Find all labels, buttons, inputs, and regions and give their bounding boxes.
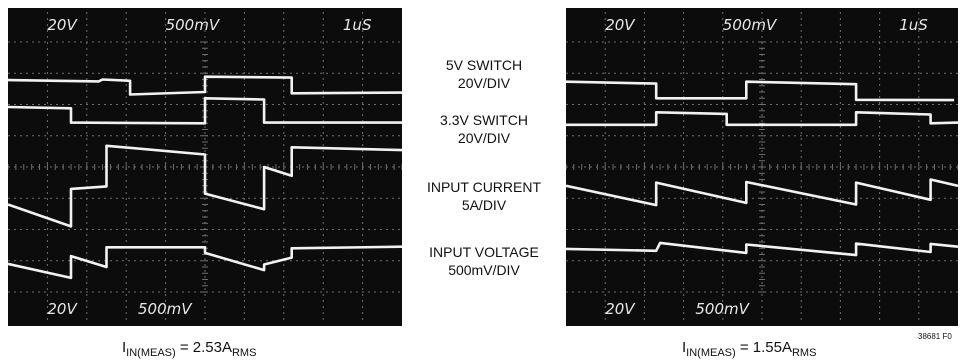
scope-header-readout: 1uS — [899, 16, 928, 34]
trace-5v-switch — [566, 80, 955, 102]
trace-input-current — [8, 144, 402, 228]
channel-label-title: INPUT VOLTAGE — [429, 244, 539, 260]
trace-3-3v-switch — [8, 97, 402, 125]
scope-footer-readout: 20V — [47, 300, 78, 318]
caption-right-measurement: IIN(MEAS) = 1.55ARMS — [682, 339, 817, 359]
channel-label-input-current: INPUT CURRENT 5A/DIV — [402, 178, 566, 214]
scope-header-readout: 500mV — [723, 16, 778, 34]
scope-header-readout: 500mV — [166, 16, 221, 34]
trace-input-voltage — [566, 241, 958, 257]
channel-label-scale: 20V/DIV — [457, 130, 511, 146]
channel-label-title: 5V SWITCH — [445, 57, 523, 73]
channel-label-title: 3.3V SWITCH — [440, 112, 528, 128]
scope-footer-readout: 500mV — [138, 300, 193, 318]
channel-label-input-voltage: INPUT VOLTAGE 500mV/DIV — [402, 243, 566, 279]
trace-5v-switch — [8, 75, 402, 96]
channel-label-5v-switch: 5V SWITCH 20V/DIV — [402, 56, 566, 92]
trace-3-3v-switch — [566, 111, 958, 127]
scope-right-plot: 20V 500mV 1uS 20V 500mV — [566, 12, 958, 322]
scope-footer-readout: 20V — [605, 300, 636, 318]
scope-header-readout: 20V — [47, 16, 78, 34]
figure-id: 38681 F0 — [918, 332, 952, 341]
channel-label-scale: 5A/DIV — [461, 197, 507, 213]
channel-label-scale: 20V/DIV — [457, 75, 511, 91]
scope-left-plot: 20V 500mV 1uS 20V 500mV — [8, 12, 402, 322]
oscilloscope-right: 20V 500mV 1uS 20V 500mV — [566, 8, 958, 326]
caption-left-measurement: IIN(MEAS) = 2.53ARMS — [122, 339, 257, 359]
trace-input-current — [566, 178, 958, 207]
channel-label-3v3-switch: 3.3V SWITCH 20V/DIV — [402, 111, 566, 147]
scope-header-readout: 20V — [605, 16, 636, 34]
oscilloscope-left: 20V 500mV 1uS 20V 500mV — [8, 8, 402, 326]
scope-footer-readout: 500mV — [695, 300, 750, 318]
channel-label-title: INPUT CURRENT — [426, 179, 542, 195]
trace-input-voltage — [8, 245, 402, 280]
scope-header-readout: 1uS — [343, 16, 372, 34]
channel-label-scale: 500mV/DIV — [448, 262, 520, 278]
